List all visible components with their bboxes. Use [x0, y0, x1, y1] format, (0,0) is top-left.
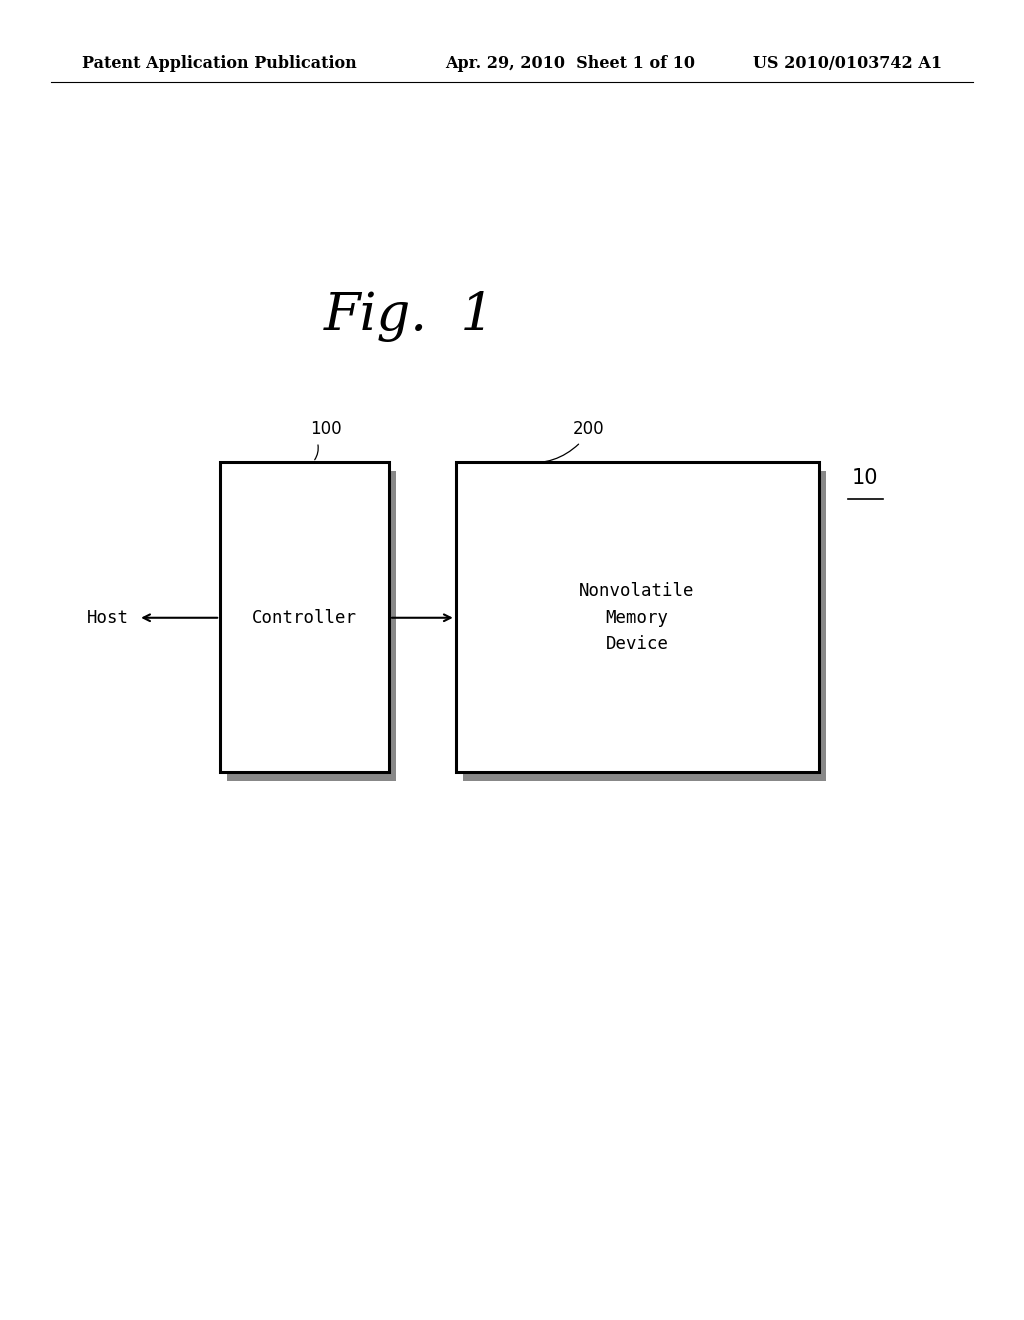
Bar	[220, 462, 389, 772]
Text: Controller: Controller	[252, 609, 357, 627]
Text: Nonvolatile
Memory
Device: Nonvolatile Memory Device	[580, 582, 694, 653]
Text: 100: 100	[310, 420, 341, 438]
Text: Host: Host	[86, 609, 129, 627]
Text: Patent Application Publication: Patent Application Publication	[82, 55, 356, 71]
Text: 10: 10	[852, 469, 879, 488]
Text: 200: 200	[573, 420, 604, 438]
Bar	[227, 471, 396, 781]
Bar	[463, 471, 826, 781]
Text: US 2010/0103742 A1: US 2010/0103742 A1	[753, 55, 942, 71]
Text: Fig.  1: Fig. 1	[325, 292, 495, 342]
Bar	[456, 462, 819, 772]
Text: Apr. 29, 2010  Sheet 1 of 10: Apr. 29, 2010 Sheet 1 of 10	[445, 55, 695, 71]
